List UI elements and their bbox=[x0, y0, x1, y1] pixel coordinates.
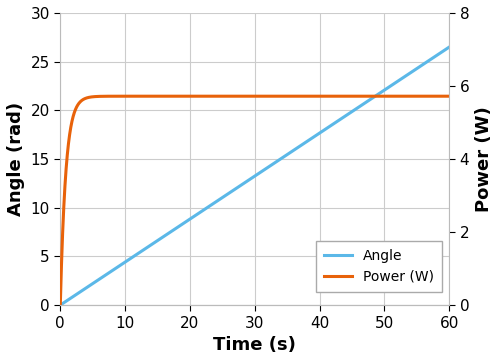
Angle bbox=[236, 184, 242, 188]
Power (W) bbox=[264, 94, 270, 98]
Angle bbox=[435, 52, 441, 57]
Power (W) bbox=[246, 94, 252, 98]
Y-axis label: Power (W): Power (W) bbox=[475, 106, 493, 212]
Power (W) bbox=[364, 94, 370, 98]
Legend: Angle, Power (W): Angle, Power (W) bbox=[316, 241, 442, 292]
Power (W) bbox=[58, 303, 64, 307]
Power (W) bbox=[77, 100, 83, 104]
Angle bbox=[246, 177, 252, 182]
Angle bbox=[446, 45, 452, 49]
Line: Power (W): Power (W) bbox=[60, 96, 450, 305]
Power (W) bbox=[446, 94, 452, 98]
Angle bbox=[77, 290, 83, 294]
Power (W) bbox=[236, 94, 242, 98]
Power (W) bbox=[435, 94, 441, 98]
Line: Angle: Angle bbox=[60, 47, 450, 305]
Power (W) bbox=[435, 94, 441, 98]
Y-axis label: Angle (rad): Angle (rad) bbox=[7, 102, 25, 216]
X-axis label: Time (s): Time (s) bbox=[214, 336, 296, 354]
Angle bbox=[58, 303, 64, 307]
Angle bbox=[435, 52, 441, 57]
Angle bbox=[364, 100, 370, 104]
